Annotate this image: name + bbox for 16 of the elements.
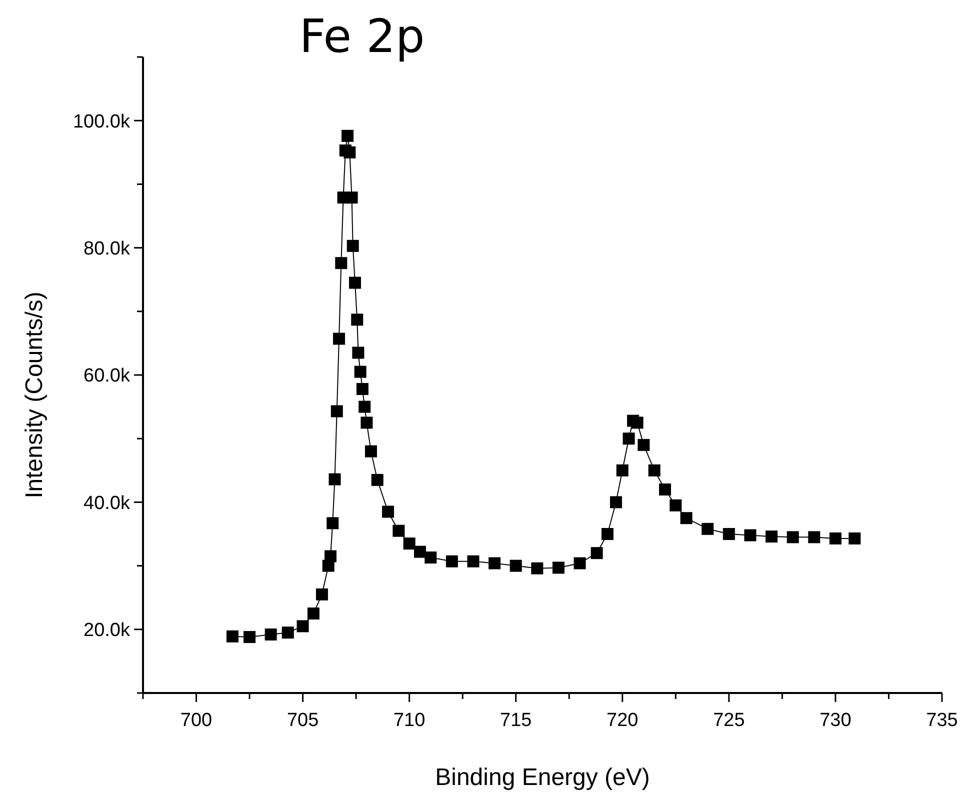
x-axis-title: Binding Energy (eV) (435, 764, 650, 791)
x-tick-label: 730 (820, 710, 852, 731)
x-tick-label: 700 (180, 710, 212, 731)
y-tick-label: 80.0k (84, 238, 130, 260)
x-tick-label: 715 (500, 710, 532, 731)
y-tick-label: 60.0k (84, 366, 130, 387)
x-tick-label: 720 (606, 710, 638, 731)
chart-title: Fe 2p (299, 9, 425, 63)
x-tick-label: 735 (926, 710, 958, 731)
y-axis-title: Intensity (Counts/s) (21, 292, 48, 498)
y-tick-label: 40.0k (84, 492, 130, 514)
y-tick-label: 20.0k (84, 620, 130, 642)
x-tick-label: 725 (713, 710, 745, 731)
x-tick-label: 710 (393, 710, 426, 731)
x-tick-label: 705 (286, 710, 319, 731)
y-tick-label: 100.0k (72, 111, 130, 132)
